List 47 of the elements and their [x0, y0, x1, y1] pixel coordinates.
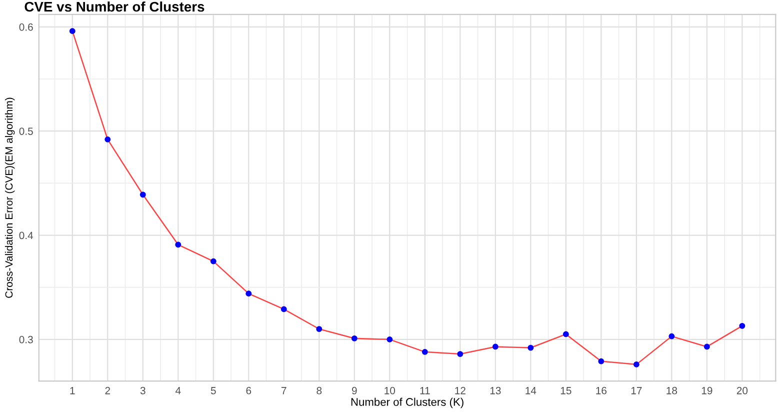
point — [386, 336, 393, 342]
point — [140, 192, 146, 198]
x-tick-label: 17 — [631, 387, 642, 394]
x-tick-label: 14 — [526, 387, 536, 394]
x-tick-label: 3 — [140, 386, 146, 394]
x-tick-label: 16 — [596, 386, 607, 394]
x-tick-label: 13 — [490, 386, 501, 394]
x-tick-label: 19 — [702, 386, 712, 394]
point — [704, 344, 710, 350]
x-tick-label: 4 — [175, 387, 181, 394]
x-tick-label: 20 — [736, 386, 748, 394]
x-tick-label: 2 — [105, 386, 110, 394]
point — [351, 335, 358, 342]
x-tick-label: 7 — [282, 387, 286, 394]
x-tick-label: 9 — [352, 386, 357, 394]
point — [175, 242, 182, 248]
point — [316, 326, 322, 332]
point — [280, 306, 287, 312]
point — [422, 348, 428, 355]
point — [210, 258, 216, 264]
x-tick-label: 12 — [455, 386, 466, 394]
point — [246, 290, 252, 297]
y-tick-label: 0.5 — [19, 128, 33, 135]
point — [668, 333, 675, 340]
x-tick-label: 1 — [70, 387, 75, 394]
point — [633, 361, 640, 368]
point — [69, 28, 76, 34]
x-tick-label: 8 — [316, 386, 322, 394]
chart-title: CVE vs Number of Clusters — [24, 1, 204, 12]
point — [528, 344, 534, 351]
x-tick-label: 18 — [666, 386, 678, 394]
x-tick-label: 11 — [420, 387, 430, 394]
point — [457, 351, 464, 357]
x-axis-title: Number of Clusters (K) — [351, 398, 464, 408]
point — [739, 322, 746, 329]
y-tick-label: 0.4 — [19, 232, 34, 240]
y-tick-label: 0.3 — [19, 336, 33, 344]
x-tick-label: 6 — [246, 386, 252, 394]
point — [104, 136, 111, 142]
y-tick-label: 0.6 — [19, 23, 33, 31]
x-tick-label: 10 — [384, 386, 396, 394]
y-axis-title: Cross-Validation Error (CVE)(EM algorithm) — [4, 98, 15, 298]
x-tick-label: 15 — [560, 387, 572, 394]
x-tick-label: 5 — [210, 387, 216, 394]
point — [562, 331, 569, 338]
point — [598, 358, 604, 364]
point — [492, 344, 498, 350]
